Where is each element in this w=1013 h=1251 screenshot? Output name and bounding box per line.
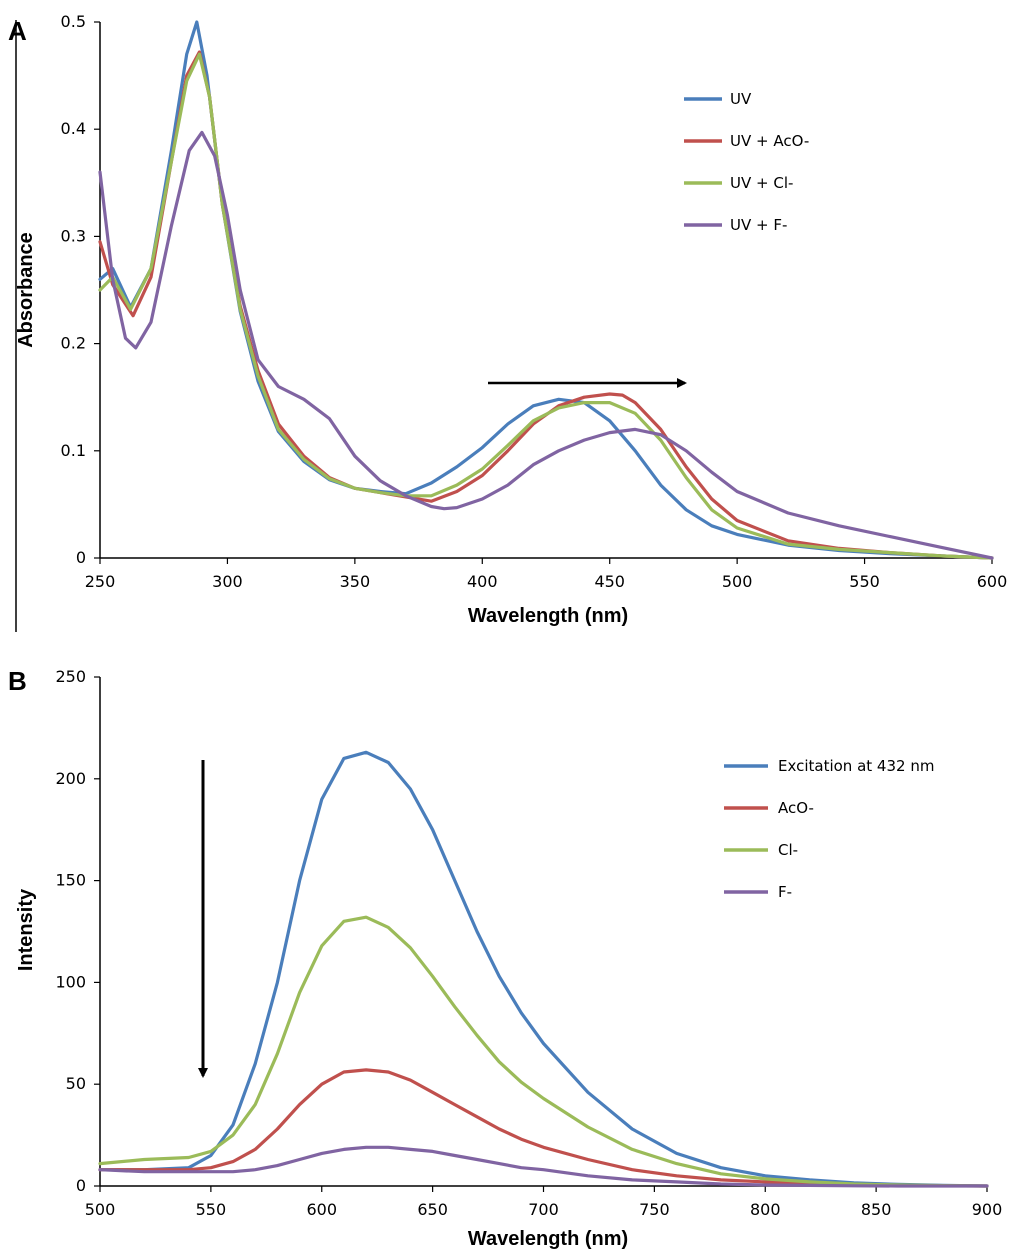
chart-b-x-tick-label: 800 [750, 1200, 781, 1219]
chart-a-y-tick-label: 0.1 [61, 441, 86, 460]
chart-b-x-tick-label: 600 [306, 1200, 337, 1219]
chart-b-series-line-f [98, 1145, 989, 1188]
chart-a-y-tick-label: 0 [76, 548, 86, 567]
chart-b-y-tick-label: 50 [66, 1074, 86, 1093]
chart-b-series-line-excitation-at-432-nm [98, 750, 989, 1188]
chart-a-legend-label-uv-aco: UV + AcO- [730, 132, 809, 150]
chart-b-legend-label-excitation-at-432-nm: Excitation at 432 nm [778, 757, 934, 775]
chart-b-y-tick-label: 0 [76, 1176, 86, 1195]
chart-a-x-tick-label: 350 [340, 572, 371, 591]
chart-a-x-tick-label: 250 [85, 572, 116, 591]
chart-a-x-tick-label: 550 [849, 572, 880, 591]
chart-a-legend-label-uv-cl: UV + Cl- [730, 174, 793, 192]
chart-b-plot: 0 50 100 150 200 250 500 550 600 650 700 750 800 850 9… [55, 667, 1002, 1219]
chart-a-y-tick-label: 0.2 [61, 334, 86, 353]
chart-a-y-tick-label: 0.4 [61, 119, 86, 138]
chart-a-x-tick-label: 500 [722, 572, 753, 591]
panel-a: A 0 0.1 0.2 0.3 0.4 0.5 250 300 350 400 450 500 550 6… [8, 12, 1007, 632]
chart-a-x-tick-label: 450 [594, 572, 625, 591]
chart-a-series-line-uv [98, 20, 994, 560]
chart-b-x-tick-label: 700 [528, 1200, 559, 1219]
chart-a-series-line-uv-f [98, 130, 994, 560]
chart-b-legend-label-f: F- [778, 883, 792, 901]
chart-a-series-line-uv-aco [98, 50, 994, 560]
chart-b-legend-label-cl: Cl- [778, 841, 798, 859]
chart-a-series-line-uv-cl [98, 52, 994, 560]
panel-b: B 0 50 100 150 200 250 500 550 600 650 700 750 800 85… [8, 666, 1002, 1250]
chart-b-x-tick-label: 750 [639, 1200, 670, 1219]
chart-b-series-line-aco [98, 1068, 989, 1188]
panel-label-b: B [8, 666, 27, 696]
chart-a-legend: UV UV + AcO- UV + Cl- UV + F- [684, 90, 809, 234]
chart-b-legend: Excitation at 432 nm AcO- Cl- F- [724, 757, 934, 901]
chart-b-x-tick-label: 900 [972, 1200, 1003, 1219]
chart-b-x-tick-label: 550 [196, 1200, 227, 1219]
chart-a-y-axis-title: Absorbance [15, 232, 37, 348]
chart-b-series-line-cl [98, 915, 989, 1188]
chart-b-x-tick-label: 850 [861, 1200, 892, 1219]
chart-b-x-tick-label: 500 [85, 1200, 116, 1219]
chart-b-x-axis-title: Wavelength (nm) [468, 1228, 628, 1250]
chart-a-x-axis-title: Wavelength (nm) [468, 605, 628, 627]
chart-a-x-tick-label: 400 [467, 572, 498, 591]
chart-b-y-tick-label: 250 [55, 667, 86, 686]
chart-b-x-tick-label: 650 [417, 1200, 448, 1219]
panel-label-a: A [8, 16, 27, 46]
chart-a-legend-label-uv-f: UV + F- [730, 216, 787, 234]
chart-a-legend-label-uv: UV [730, 90, 752, 108]
chart-a-y-tick-label: 0.3 [61, 226, 86, 245]
chart-b-y-axis-title: Intensity [15, 888, 37, 971]
chart-b-y-tick-label: 200 [55, 769, 86, 788]
chart-b-y-tick-label: 100 [55, 972, 86, 991]
chart-a-x-tick-label: 600 [977, 572, 1008, 591]
chart-a-plot: 0 0.1 0.2 0.3 0.4 0.5 250 300 350 400 450 500 550 600… [61, 12, 1008, 591]
chart-b-y-tick-label: 150 [55, 871, 86, 890]
chart-a-x-tick-label: 300 [212, 572, 243, 591]
chart-a-y-tick-label: 0.5 [61, 12, 86, 31]
chart-b-legend-label-aco: AcO- [778, 799, 814, 817]
